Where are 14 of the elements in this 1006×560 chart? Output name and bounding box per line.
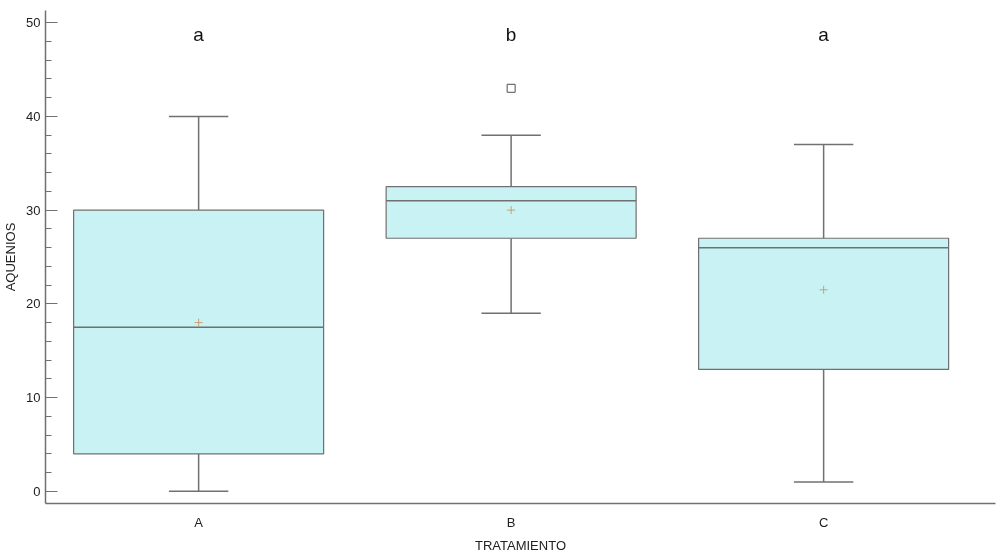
y-axis-title: AQUENIOS — [3, 222, 19, 292]
y-tick-label: 0 — [33, 483, 41, 499]
y-tick-label: 20 — [26, 296, 41, 312]
y-tick-label: 10 — [26, 390, 41, 406]
x-tick-label: C — [818, 514, 829, 530]
annotation: b — [505, 23, 517, 45]
annotation: a — [818, 23, 830, 45]
y-tick-label: 50 — [26, 15, 41, 31]
x-axis-title: TRATAMIENTO — [475, 537, 566, 553]
x-tick-label: A — [194, 514, 204, 530]
annotation: a — [193, 23, 205, 45]
y-tick-label: 40 — [26, 108, 41, 124]
x-tick-label: B — [506, 514, 516, 530]
y-tick-label: 30 — [26, 202, 41, 218]
